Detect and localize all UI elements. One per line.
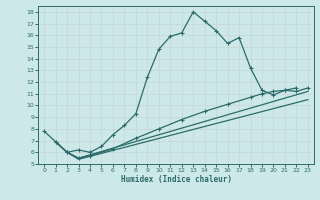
X-axis label: Humidex (Indice chaleur): Humidex (Indice chaleur) [121, 175, 231, 184]
